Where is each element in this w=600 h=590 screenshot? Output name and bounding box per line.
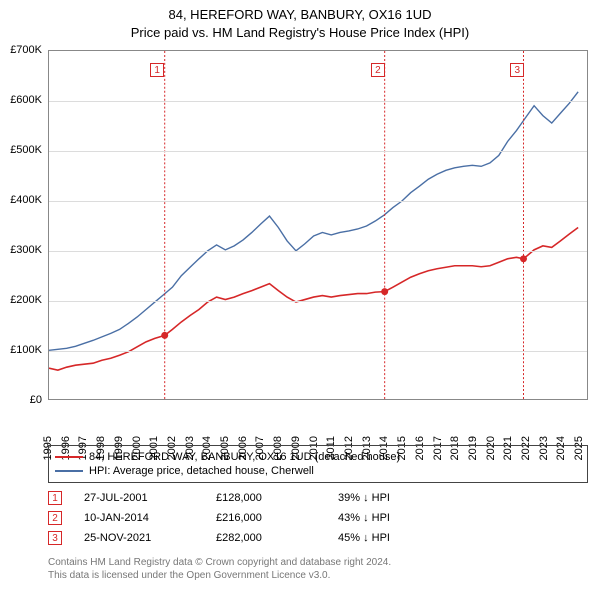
series-hpi	[49, 92, 578, 351]
footer-line-2: This data is licensed under the Open Gov…	[48, 569, 588, 582]
event-marker	[381, 288, 388, 295]
event-marker	[520, 255, 527, 262]
y-tick-label: £700K	[10, 44, 42, 56]
event-date: 25-NOV-2021	[84, 532, 194, 544]
event-date: 27-JUL-2001	[84, 492, 194, 504]
event-marker	[161, 332, 168, 339]
legend-item-price-paid: 84, HEREFORD WAY, BANBURY, OX16 1UD (det…	[55, 450, 581, 464]
title-line-2: Price paid vs. HM Land Registry's House …	[0, 24, 600, 42]
y-axis-labels: £0£100K£200K£300K£400K£500K£600K£700K	[0, 50, 46, 400]
chart-container: 84, HEREFORD WAY, BANBURY, OX16 1UD Pric…	[0, 0, 600, 590]
y-tick-label: £600K	[10, 94, 42, 106]
event-delta: 45% ↓ HPI	[338, 532, 458, 544]
footer-attribution: Contains HM Land Registry data © Crown c…	[48, 556, 588, 582]
event-price: £282,000	[216, 532, 316, 544]
event-row-badge: 3	[48, 531, 62, 545]
x-axis-labels: 1995199619971998199920002001200220032004…	[48, 402, 588, 440]
event-badge: 1	[150, 63, 164, 77]
legend-swatch-price-paid	[55, 456, 83, 458]
y-tick-label: £100K	[10, 344, 42, 356]
chart-plot-area: 1 2 3	[48, 50, 588, 400]
legend: 84, HEREFORD WAY, BANBURY, OX16 1UD (det…	[48, 445, 588, 483]
y-tick-label: £400K	[10, 194, 42, 206]
event-delta: 43% ↓ HPI	[338, 512, 458, 524]
event-row-badge: 2	[48, 511, 62, 525]
y-tick-label: £500K	[10, 144, 42, 156]
y-tick-label: £300K	[10, 244, 42, 256]
legend-swatch-hpi	[55, 470, 83, 472]
event-row: 3 25-NOV-2021 £282,000 45% ↓ HPI	[48, 528, 588, 548]
event-price: £128,000	[216, 492, 316, 504]
event-row-badge: 1	[48, 491, 62, 505]
title-block: 84, HEREFORD WAY, BANBURY, OX16 1UD Pric…	[0, 0, 600, 41]
y-tick-label: £200K	[10, 294, 42, 306]
title-line-1: 84, HEREFORD WAY, BANBURY, OX16 1UD	[0, 6, 600, 24]
event-row: 2 10-JAN-2014 £216,000 43% ↓ HPI	[48, 508, 588, 528]
footer-line-1: Contains HM Land Registry data © Crown c…	[48, 556, 588, 569]
event-price: £216,000	[216, 512, 316, 524]
legend-item-hpi: HPI: Average price, detached house, Cher…	[55, 464, 581, 478]
event-date: 10-JAN-2014	[84, 512, 194, 524]
event-badge: 3	[510, 63, 524, 77]
legend-label-hpi: HPI: Average price, detached house, Cher…	[89, 465, 314, 477]
event-badge: 2	[371, 63, 385, 77]
event-row: 1 27-JUL-2001 £128,000 39% ↓ HPI	[48, 488, 588, 508]
y-tick-label: £0	[30, 394, 42, 406]
events-table: 1 27-JUL-2001 £128,000 39% ↓ HPI 2 10-JAN-201…	[48, 488, 588, 548]
legend-label-price-paid: 84, HEREFORD WAY, BANBURY, OX16 1UD (det…	[89, 451, 400, 463]
event-delta: 39% ↓ HPI	[338, 492, 458, 504]
series-price_paid	[49, 227, 578, 370]
plot-svg	[49, 51, 587, 399]
